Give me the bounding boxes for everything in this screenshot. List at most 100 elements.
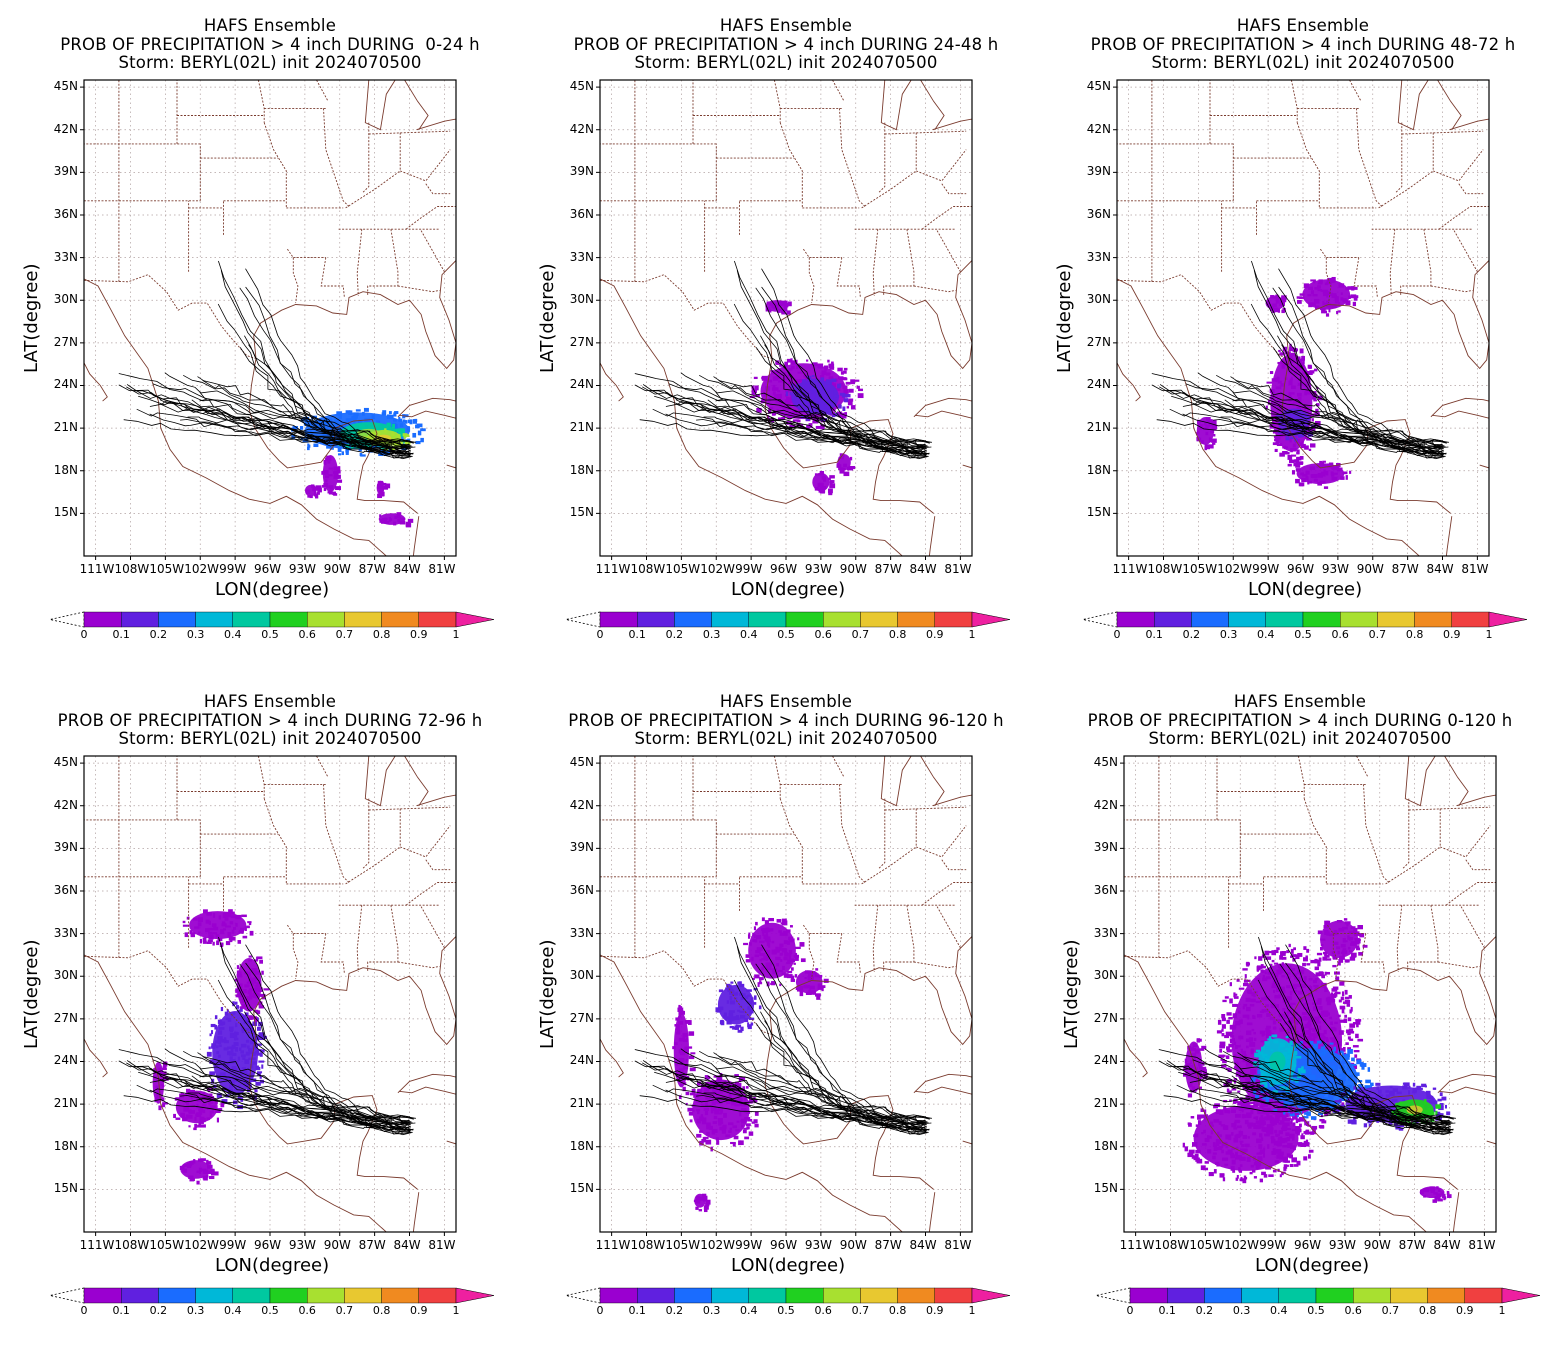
precip-prob-area: [1296, 276, 1359, 317]
lon-tick-label: 105W: [149, 562, 185, 576]
colorbar-tick-label: 0.1: [112, 1304, 130, 1317]
lon-tick-label: 93W: [288, 1238, 317, 1252]
precip-prob-area: [206, 1001, 267, 1110]
lat-tick-label: 30N: [1093, 968, 1118, 983]
precip-prob-area: [693, 1193, 711, 1213]
colorbar-tick-label: 0.4: [224, 628, 242, 641]
colorbar-tick-label: 0.5: [261, 1304, 279, 1317]
colorbar: [565, 1287, 1011, 1304]
colorbar-tick-label: 0.8: [888, 1304, 907, 1317]
lat-tick-label: 39N: [569, 164, 594, 179]
colorbar-tick-label: 0.8: [372, 1304, 391, 1317]
lon-tick-label: 81W: [428, 562, 456, 576]
colorbar-tick-label: 0: [596, 628, 604, 641]
lon-tick-label: 96W: [770, 562, 798, 576]
lon-tick-label: 108W: [630, 1238, 666, 1252]
ensemble-tracks: [118, 936, 416, 1136]
x-axis-label: LON(degree): [731, 579, 846, 600]
precip-prob-area: [304, 484, 322, 499]
ensemble-tracks: [634, 936, 932, 1136]
lon-tick-label: 81W: [428, 1238, 456, 1252]
colorbar-tick-label: 0.7: [1368, 628, 1387, 641]
lat-tick-label: 18N: [1093, 1138, 1118, 1153]
map-panel-4: HAFS Ensemble PROB OF PRECIPITATION > 4 i…: [0, 676, 520, 1346]
ensemble-tracks: [634, 260, 932, 460]
lon-tick-label: 84W: [909, 1238, 937, 1252]
lat-tick-label: 39N: [1093, 840, 1118, 855]
precip-prob-area: [1419, 1186, 1452, 1203]
colorbar: [1095, 1287, 1541, 1304]
lat-tick-label: 42N: [569, 121, 594, 136]
lat-tick-label: 42N: [1086, 121, 1111, 136]
x-axis-label: LON(degree): [215, 579, 330, 600]
lon-tick-label: 84W: [393, 562, 421, 576]
panel-title-3: Storm: BERYL(02L) init 2024070500: [634, 729, 938, 748]
lon-tick-label: 87W: [358, 562, 386, 576]
lon-tick-label: 90W: [323, 562, 351, 576]
lat-tick-label: 30N: [1086, 292, 1111, 307]
colorbar-tick-label: 0.5: [777, 628, 795, 641]
y-axis-label: LAT(degree): [537, 263, 558, 373]
colorbar-tick-label: 0.2: [149, 1304, 168, 1317]
lon-tick-label: 102W: [1217, 562, 1253, 576]
lon-tick-label: 90W: [1356, 562, 1384, 576]
lon-tick-label: 81W: [1461, 562, 1489, 576]
lat-tick-label: 33N: [53, 249, 78, 264]
colorbar-tick-label: 0.3: [186, 1304, 205, 1317]
panel-title-2: PROB OF PRECIPITATION > 4 inch DURING 96…: [568, 710, 1004, 730]
colorbar-tick-label: 0.2: [1195, 1304, 1214, 1317]
lat-tick-label: 42N: [53, 797, 78, 812]
colorbar: [565, 611, 1011, 628]
ensemble-tracks: [1151, 260, 1449, 460]
colorbar-tick-label: 0.3: [1232, 1304, 1251, 1317]
precip-prob-area: [376, 480, 391, 499]
lat-tick-label: 30N: [53, 292, 78, 307]
lat-tick-label: 45N: [53, 755, 78, 770]
lon-tick-label: 84W: [1426, 562, 1454, 576]
lat-tick-label: 21N: [53, 420, 78, 435]
map-plot: [49, 755, 495, 1304]
precip-prob-area: [378, 512, 414, 528]
map-plot: [49, 79, 495, 628]
colorbar-tick-label: 0.8: [1418, 1304, 1437, 1317]
lon-tick-label: 87W: [358, 1238, 386, 1252]
lat-tick-label: 36N: [1093, 882, 1118, 897]
lon-tick-label: 96W: [1294, 1238, 1322, 1252]
lat-tick-label: 21N: [569, 420, 594, 435]
lat-tick-label: 33N: [53, 925, 78, 940]
panel-title-1: HAFS Ensemble: [1236, 16, 1370, 35]
colorbar-tick-label: 0.7: [851, 628, 870, 641]
lon-tick-label: 99W: [1259, 1238, 1287, 1252]
lat-tick-label: 18N: [53, 1138, 78, 1153]
lat-tick-label: 36N: [569, 206, 594, 221]
lon-tick-label: 108W: [1147, 562, 1183, 576]
precip-prob-area: [743, 917, 806, 987]
lon-tick-label: 96W: [770, 1238, 798, 1252]
colorbar-tick-label: 0.6: [1344, 1304, 1362, 1317]
y-axis-label: LAT(degree): [1061, 939, 1082, 1049]
lat-tick-label: 36N: [1086, 206, 1111, 221]
colorbar-tick-label: 0.9: [410, 628, 428, 641]
lat-tick-label: 15N: [569, 1181, 594, 1196]
lat-tick-label: 45N: [1093, 755, 1118, 770]
colorbar-tick-label: 0.1: [628, 628, 646, 641]
lon-tick-label: 93W: [288, 562, 317, 576]
lon-tick-label: 111W: [79, 562, 115, 576]
lat-tick-label: 21N: [53, 1096, 78, 1111]
lon-tick-label: 111W: [1119, 1238, 1155, 1252]
colorbar-tick-label: 0.4: [1257, 628, 1275, 641]
panel-title-2: PROB OF PRECIPITATION > 4 inch DURING 48…: [1090, 34, 1516, 54]
y-axis-label: LAT(degree): [21, 263, 42, 373]
lat-tick-label: 39N: [1086, 164, 1111, 179]
colorbar-tick-label: 0.1: [628, 1304, 646, 1317]
colorbar-tick-label: 0.9: [926, 628, 944, 641]
lat-tick-label: 27N: [53, 334, 78, 349]
lon-tick-label: 102W: [184, 562, 220, 576]
colorbar-tick-label: 0.7: [851, 1304, 870, 1317]
colorbar-tick-label: 0: [80, 1304, 88, 1317]
lon-tick-label: 99W: [1252, 562, 1280, 576]
lon-tick-label: 102W: [1224, 1238, 1260, 1252]
colorbar-tick-label: 0.2: [1182, 628, 1201, 641]
colorbar-tick-label: 0: [596, 1304, 604, 1317]
map-panel-2: HAFS Ensemble PROB OF PRECIPITATION > 4 i…: [516, 0, 1036, 670]
